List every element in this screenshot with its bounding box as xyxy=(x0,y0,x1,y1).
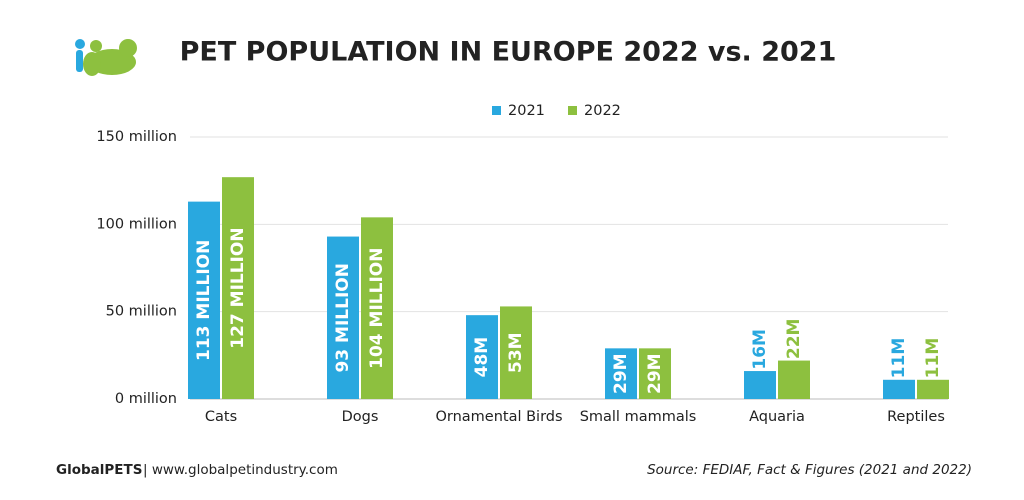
value-label: 104 MILLION xyxy=(367,248,387,369)
x-tick-label: Reptiles xyxy=(887,409,945,425)
bar xyxy=(361,217,393,399)
bar xyxy=(605,348,637,399)
footer-website: | www.globalpetindustry.com xyxy=(143,462,338,478)
footer-source: Source: FEDIAF, Fact & Figures (2021 and… xyxy=(647,462,972,478)
x-tick-label: Cats xyxy=(205,409,237,425)
y-tick-label: 150 million xyxy=(96,129,177,145)
value-label: 16M xyxy=(750,329,770,370)
y-tick-label: 100 million xyxy=(96,216,177,232)
chart-title: PET POPULATION IN EUROPE 2022 vs. 2021 xyxy=(180,37,837,68)
value-label: 48M xyxy=(472,337,492,378)
value-label: 11M xyxy=(889,338,909,379)
legend-label: 2022 xyxy=(584,103,621,119)
value-label: 93 MILLION xyxy=(333,263,353,373)
value-label: 29M xyxy=(611,353,631,394)
bar xyxy=(188,201,220,399)
bar xyxy=(222,177,254,399)
value-label: 22M xyxy=(784,319,804,360)
value-label: 53M xyxy=(506,332,526,373)
bar xyxy=(466,315,498,399)
logo xyxy=(75,39,137,76)
bar xyxy=(744,371,776,399)
value-label: 127 MILLION xyxy=(228,227,248,348)
bar xyxy=(639,348,671,399)
x-tick-label: Dogs xyxy=(342,409,379,425)
bar xyxy=(778,360,810,399)
value-label: 29M xyxy=(645,353,665,394)
legend-swatch xyxy=(568,106,577,115)
value-label: 11M xyxy=(923,338,943,379)
y-tick-label: 0 million xyxy=(115,391,177,407)
footer-brand: GlobalPETS xyxy=(56,462,142,478)
bar xyxy=(500,306,532,399)
legend-swatch xyxy=(492,106,501,115)
y-tick-label: 50 million xyxy=(106,304,177,320)
x-tick-label: Small mammals xyxy=(580,409,697,425)
value-label: 113 MILLION xyxy=(194,240,214,361)
bar xyxy=(917,379,949,399)
x-tick-label: Aquaria xyxy=(749,409,805,425)
x-tick-label: Ornamental Birds xyxy=(435,409,562,425)
bar xyxy=(327,236,359,399)
legend-label: 2021 xyxy=(508,103,545,119)
bar xyxy=(883,379,915,399)
